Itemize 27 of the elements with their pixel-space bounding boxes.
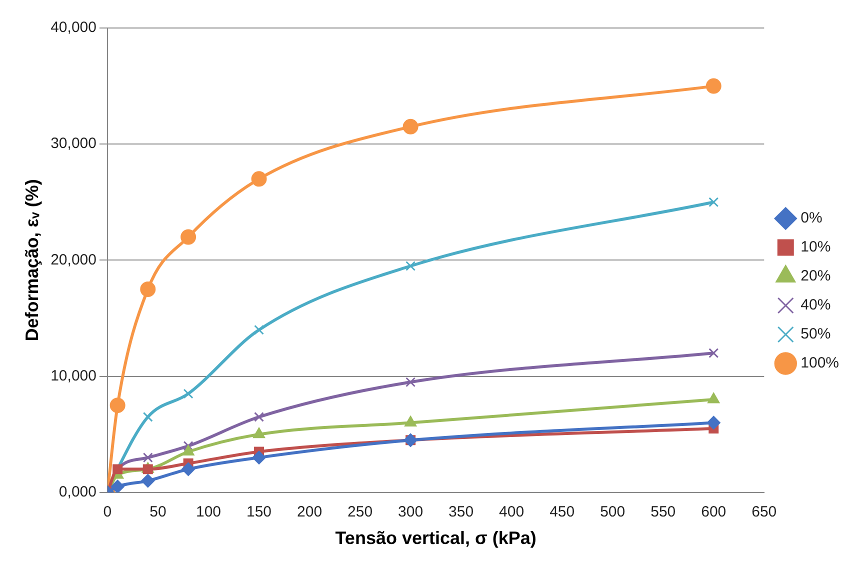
y-tick-label: 0,000 bbox=[58, 484, 96, 501]
x-tick-label: 100 bbox=[196, 504, 222, 521]
legend-label: 10% bbox=[800, 238, 831, 256]
x-axis-title: Tensão vertical, σ (kPa) bbox=[335, 528, 536, 548]
x-tick-label: 200 bbox=[297, 504, 322, 521]
x-tick-label: 600 bbox=[701, 504, 726, 521]
legend-label: 50% bbox=[800, 326, 831, 343]
legend-label: 40% bbox=[800, 296, 831, 314]
x-tick-label: 150 bbox=[246, 504, 272, 521]
x-tick-label: 0 bbox=[103, 504, 112, 521]
x-tick-label: 350 bbox=[448, 504, 474, 521]
x-tick-label: 550 bbox=[650, 504, 676, 521]
x-tick-label: 650 bbox=[752, 504, 777, 521]
x-tick-label: 300 bbox=[398, 504, 424, 521]
y-tick-label: 20,000 bbox=[50, 251, 96, 268]
legend-label: 100% bbox=[800, 354, 840, 372]
legend-label: 20% bbox=[800, 268, 831, 285]
x-tick-label: 50 bbox=[150, 504, 166, 521]
x-tick-label: 400 bbox=[499, 504, 524, 521]
x-tick-label: 250 bbox=[348, 504, 373, 521]
y-tick-label: 10,000 bbox=[50, 367, 96, 384]
y-tick-label: 30,000 bbox=[50, 135, 96, 152]
y-tick-label: 40,000 bbox=[50, 19, 96, 36]
x-tick-label: 500 bbox=[600, 504, 626, 521]
legend-label: 0% bbox=[800, 210, 822, 227]
x-tick-label: 450 bbox=[550, 504, 575, 521]
y-axis-title: Deformação, εᵥ (%) bbox=[22, 179, 42, 342]
